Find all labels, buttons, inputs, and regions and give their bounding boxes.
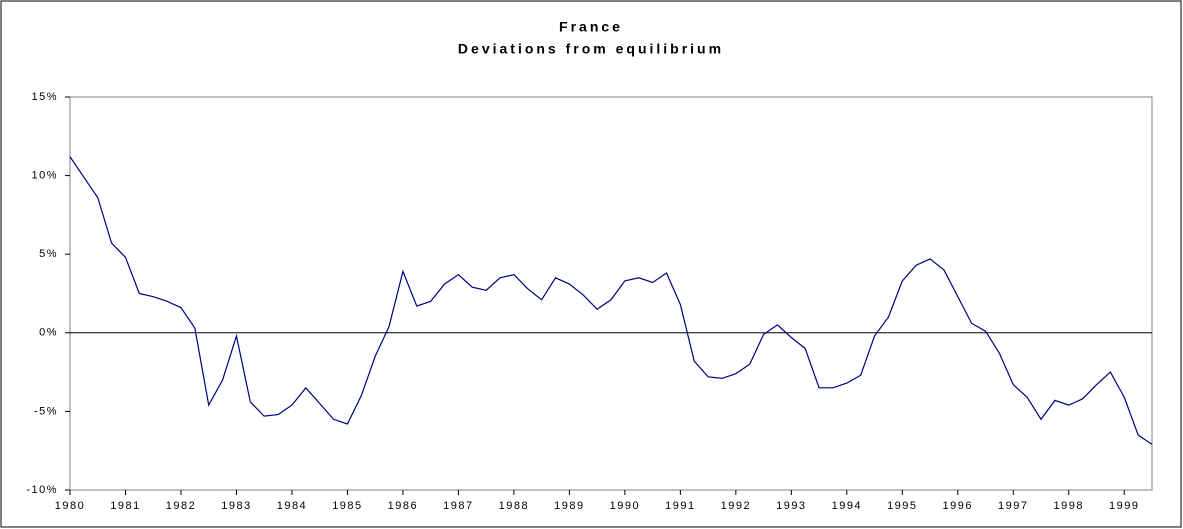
chart-subtitle: Deviations from equilibrium <box>458 41 724 57</box>
x-tick-label: 1986 <box>388 500 418 512</box>
x-tick-label: 1984 <box>277 500 307 512</box>
x-tick-label: 1985 <box>332 500 362 512</box>
x-tick-label: 1988 <box>499 500 529 512</box>
x-tick-label: 1999 <box>1109 500 1139 512</box>
data-line <box>69 156 1153 445</box>
x-tick-label: 1981 <box>110 500 140 512</box>
x-tick-label: 1997 <box>998 500 1028 512</box>
x-tick-label: 1993 <box>776 500 806 512</box>
x-tick-label: 1987 <box>443 500 473 512</box>
y-tick-label: 5% <box>39 248 58 260</box>
x-tick-label: 1995 <box>887 500 917 512</box>
x-tick-label: 1996 <box>943 500 973 512</box>
x-tick-label: 1990 <box>610 500 640 512</box>
x-tick-label: 1992 <box>721 500 751 512</box>
x-tick-label: 1991 <box>665 500 695 512</box>
chart-title: France <box>559 19 623 35</box>
x-tick-label: 1983 <box>221 500 251 512</box>
y-tick-label: -10% <box>26 484 58 496</box>
y-tick-label: -5% <box>34 405 58 417</box>
y-tick-label: 10% <box>31 170 58 182</box>
y-tick-label: 0% <box>39 327 58 339</box>
x-tick-label: 1994 <box>832 500 862 512</box>
y-tick-label: 15% <box>31 91 58 103</box>
x-tick-label: 1998 <box>1054 500 1084 512</box>
plot-area <box>69 96 1153 491</box>
x-tick-label: 1989 <box>554 500 584 512</box>
x-tick-label: 1982 <box>166 500 196 512</box>
x-tick-label: 1980 <box>55 500 85 512</box>
